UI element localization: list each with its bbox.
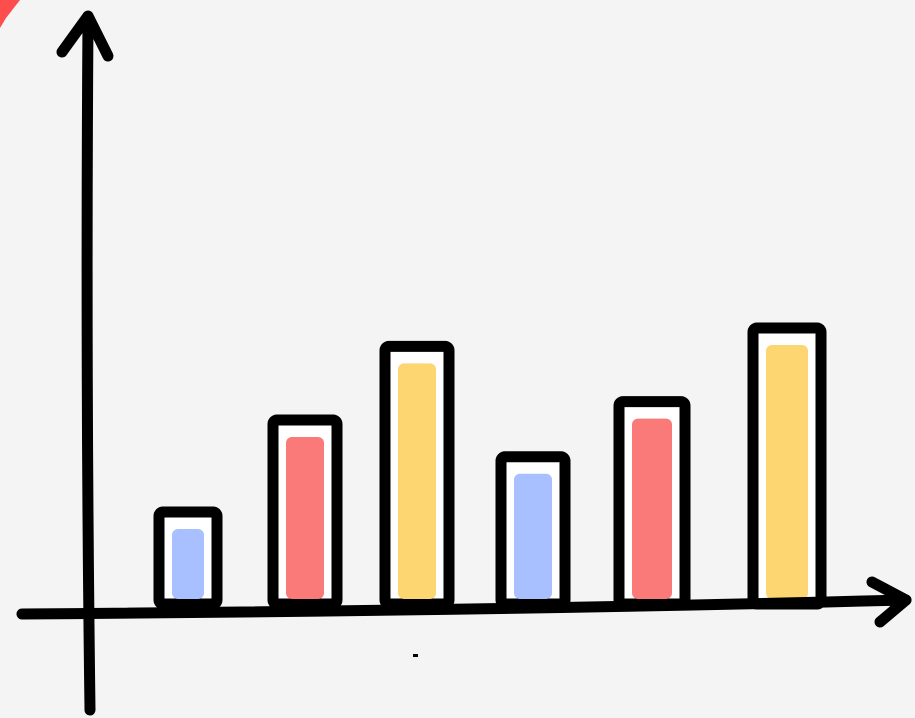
x-axis	[16, 594, 912, 620]
bar-6	[766, 345, 808, 599]
bar-3	[398, 363, 436, 599]
bar-2	[286, 437, 324, 599]
bar-5	[632, 418, 672, 599]
bar-1	[172, 529, 204, 599]
bar-4	[514, 473, 552, 599]
stray-mark	[413, 654, 418, 657]
y-axis-arrow	[56, 10, 114, 62]
y-axis	[81, 14, 96, 716]
corner-scribble	[0, 0, 20, 28]
x-axis-arrow	[866, 576, 912, 628]
bars-group	[153, 322, 827, 610]
